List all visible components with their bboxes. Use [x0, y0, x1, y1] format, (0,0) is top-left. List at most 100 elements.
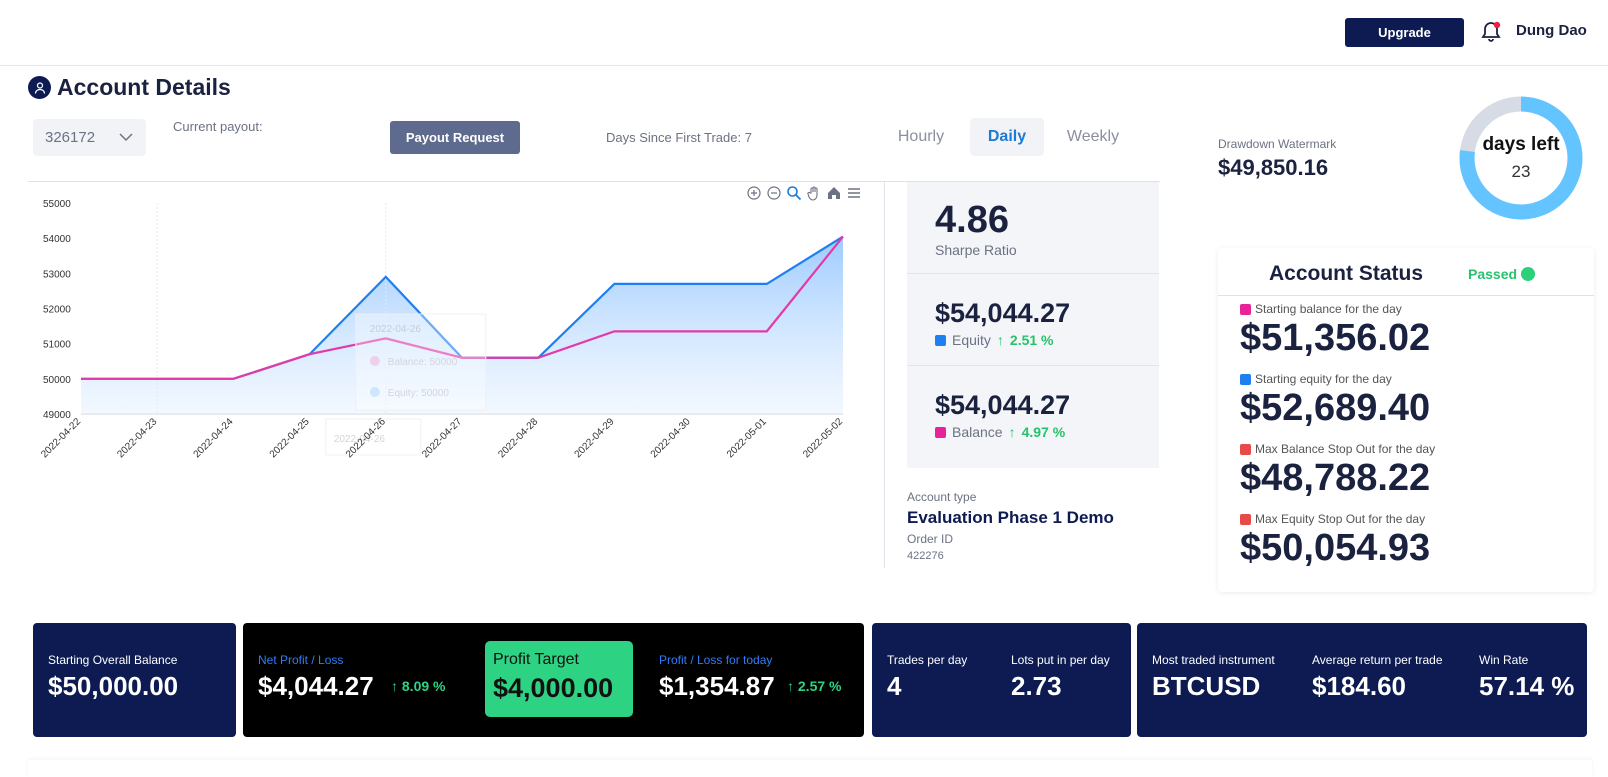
- zoom-out-icon[interactable]: [766, 185, 782, 201]
- trades-card: Trades per day 4 Lots put in per day 2.7…: [872, 623, 1131, 737]
- up-arrow-icon: ↑: [1008, 424, 1016, 440]
- upgrade-button[interactable]: Upgrade: [1345, 18, 1464, 47]
- equity-balance-chart: 550005400053000520005100050000490002022-…: [39, 199, 845, 460]
- equity-change: 2.51 %: [1009, 332, 1054, 348]
- up-arrow-icon: ↑: [787, 678, 798, 694]
- up-arrow-icon: ↑: [391, 678, 402, 694]
- most-traded-value: BTCUSD: [1152, 671, 1261, 701]
- up-arrow-icon: ↑: [996, 332, 1004, 348]
- days-since-first-trade: Days Since First Trade: 7: [606, 130, 752, 145]
- profit-target-label: Profit Target: [493, 651, 579, 668]
- avg-return-label: Average return per trade: [1312, 653, 1443, 667]
- stats-panel: 4.86 Sharpe Ratio $54,044.27 Equity ↑ 2.…: [907, 182, 1159, 468]
- zoom-in-icon[interactable]: [746, 185, 762, 201]
- bottom-panel-edge: [28, 760, 1592, 777]
- equity-area: [81, 236, 843, 414]
- account-select[interactable]: 326172: [33, 119, 146, 156]
- account-number: 326172: [45, 129, 96, 146]
- chart-divider: [28, 181, 1160, 182]
- y-tick-label: 49000: [43, 410, 71, 421]
- equity-legend-swatch: [935, 334, 946, 346]
- starting-equity-value: $52,689.40: [1240, 387, 1431, 429]
- tooltip-balance-dot: [369, 356, 380, 366]
- net-profit-change: ↑ 8.09 %: [391, 678, 445, 694]
- tab-daily[interactable]: Daily: [970, 118, 1044, 156]
- chart-toolbar: [746, 185, 862, 201]
- order-id-value: 422276: [907, 550, 944, 562]
- balance-value: $54,044.27: [935, 390, 1071, 420]
- equity-block: $54,044.27 Equity ↑ 2.51 %: [907, 274, 1159, 366]
- vertical-divider: [884, 182, 885, 568]
- drawdown-watermark: Drawdown Watermark $49,850.16: [1218, 137, 1336, 181]
- status-dot-icon: [1521, 267, 1536, 281]
- page-title-text: Account Details: [57, 74, 231, 100]
- y-tick-label: 54000: [43, 234, 71, 245]
- pan-hand-icon[interactable]: [806, 185, 822, 201]
- max-balance-stopout-value: $48,788.22: [1240, 457, 1431, 499]
- y-tick-label: 53000: [43, 269, 71, 280]
- x-tick-label: 2022-04-28: [496, 416, 540, 460]
- pl-today-value: $1,354.87: [659, 671, 775, 701]
- x-axis-tooltip-label: 2022-04-26: [334, 434, 386, 445]
- chevron-down-icon: [119, 133, 133, 142]
- avg-return-value: $184.60: [1312, 671, 1406, 701]
- menu-icon[interactable]: [846, 185, 862, 201]
- x-tick-label: 2022-05-01: [725, 416, 769, 460]
- balance-line: [81, 235, 844, 380]
- days-left-value: 23: [1511, 162, 1531, 181]
- drawdown-watermark-value: $49,850.16: [1218, 155, 1329, 180]
- starting-equity-label: Starting equity for the day: [1255, 372, 1392, 386]
- zoom-selection-icon[interactable]: [786, 185, 802, 201]
- win-rate-value: 57.14 %: [1479, 671, 1575, 701]
- account-status-card: Account Status Passed Starting balance f…: [1218, 248, 1594, 592]
- balance-block: $54,044.27 Balance ↑ 4.97 %: [907, 366, 1159, 458]
- account-type-value: Evaluation Phase 1 Demo: [907, 508, 1114, 527]
- net-profit-change-value: 8.09 %: [401, 678, 446, 694]
- x-tick-label: 2022-04-22: [39, 416, 83, 460]
- drawdown-watermark-label: Drawdown Watermark: [1218, 137, 1337, 151]
- payout-request-button[interactable]: Payout Request: [390, 121, 520, 154]
- x-tick-label: 2022-04-24: [192, 416, 236, 460]
- y-tick-label: 52000: [43, 305, 71, 316]
- account-type-label: Account type: [907, 490, 977, 504]
- net-profit-loss-label: Net Profit / Loss: [258, 653, 344, 667]
- tooltip-date: 2022-04-26: [370, 324, 422, 335]
- pl-today-change-value: 2.57 %: [797, 678, 842, 694]
- account-status-header: Account Status Passed: [1218, 248, 1594, 296]
- max-equity-stopout-value: $50,054.93: [1240, 527, 1431, 569]
- legend-swatch: [1240, 373, 1251, 385]
- win-rate-label: Win Rate: [1479, 653, 1529, 667]
- period-tabs: Hourly Daily Weekly: [884, 118, 1142, 156]
- starting-balance-item: Starting balance for the day $51,356.02: [1240, 302, 1430, 360]
- status-badge: Passed: [1468, 266, 1536, 282]
- user-name[interactable]: Dung Dao: [1516, 22, 1587, 39]
- tab-weekly[interactable]: Weekly: [1066, 128, 1120, 145]
- bell-icon[interactable]: [1479, 20, 1503, 44]
- profit-target-value: $4,000.00: [493, 673, 614, 703]
- x-tick-label: 2022-04-23: [115, 416, 159, 460]
- status-text: Passed: [1468, 266, 1518, 282]
- days-left-text: days left 23: [1458, 95, 1584, 221]
- starting-overall-balance-value: $50,000.00: [48, 671, 179, 701]
- max-balance-stopout-item: Max Balance Stop Out for the day $48,788…: [1240, 442, 1435, 500]
- sharpe-ratio-block: 4.86 Sharpe Ratio: [907, 182, 1159, 274]
- trades-per-day-label: Trades per day: [887, 653, 968, 667]
- pl-today-change: ↑ 2.57 %: [787, 678, 841, 694]
- home-icon[interactable]: [826, 185, 842, 201]
- x-axis-tooltip: [325, 418, 422, 456]
- most-traded-label: Most traded instrument: [1152, 653, 1275, 667]
- tooltip-equity-dot: [369, 387, 380, 397]
- max-balance-stopout-label: Max Balance Stop Out for the day: [1255, 442, 1436, 456]
- max-equity-stopout-item: Max Equity Stop Out for the day $50,054.…: [1240, 512, 1430, 570]
- account-status-title: Account Status: [1269, 262, 1424, 285]
- starting-overall-balance-label: Starting Overall Balance: [48, 653, 178, 667]
- account-type-block: Account type Evaluation Phase 1 Demo Ord…: [907, 490, 1114, 562]
- page-title: Account Details: [28, 74, 231, 101]
- y-tick-label: 55000: [43, 199, 71, 210]
- lots-per-day-value: 2.73: [1011, 671, 1062, 701]
- x-tick-label: 2022-04-29: [573, 416, 617, 460]
- sharpe-ratio-label: Sharpe Ratio: [935, 242, 1017, 258]
- max-equity-stopout-label: Max Equity Stop Out for the day: [1255, 512, 1426, 526]
- days-left-ring-progress: [1459, 96, 1583, 220]
- tab-hourly[interactable]: Hourly: [897, 128, 945, 145]
